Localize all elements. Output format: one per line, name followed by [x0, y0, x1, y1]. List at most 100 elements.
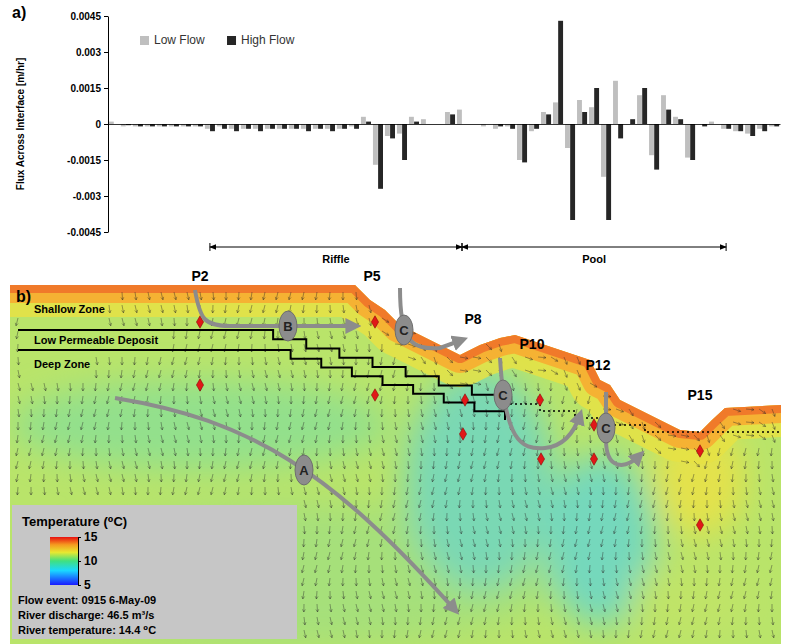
- flow-path-arrow: [500, 358, 580, 448]
- bar: [678, 119, 683, 124]
- bar: [457, 110, 462, 124]
- colorbar-tick-label: 15: [84, 530, 98, 544]
- panel-b: ABCCCb)Shallow ZoneLow Permeable Deposit…: [10, 268, 781, 644]
- bar: [385, 124, 390, 136]
- piezometer-markers: [196, 316, 703, 531]
- annotation-label: Riffle: [322, 253, 350, 265]
- bar: [529, 124, 534, 131]
- y-tick-mark: [104, 52, 108, 53]
- colorbar-tick: 10: [78, 554, 98, 568]
- bar: [685, 124, 690, 158]
- y-tick-mark: [104, 232, 108, 233]
- bar: [234, 124, 239, 131]
- piezometer-label: P5: [363, 268, 380, 284]
- piezometer-label: P2: [191, 268, 208, 284]
- flow-path-badge: [395, 315, 413, 345]
- piezometer-marker: [536, 394, 543, 406]
- legend-label: Low Flow: [154, 33, 205, 47]
- bar: [745, 124, 750, 134]
- bar: [558, 21, 563, 124]
- colorbar-tick: 15: [78, 530, 98, 544]
- layer-lines: [18, 330, 781, 432]
- bar: [450, 114, 455, 124]
- bar: [366, 122, 371, 124]
- y-axis-title: Flux Across Interface [m/hr]: [15, 58, 26, 190]
- y-tick: -0.0015: [67, 155, 108, 166]
- piezometer-label: P15: [688, 387, 713, 403]
- bar: [582, 112, 587, 124]
- bar: [517, 124, 522, 160]
- colorbar-tick-mark: [78, 537, 81, 538]
- bar: [649, 124, 654, 155]
- colorbar-tick-label: 5: [84, 578, 91, 592]
- annotation-label: Pool: [582, 253, 606, 265]
- figure-svg: -0.0045-0.003-0.001500.00150.0030.0045Fl…: [0, 0, 791, 644]
- bar: [666, 110, 671, 124]
- zone-label: Deep Zone: [34, 358, 90, 370]
- panel-label: a): [12, 4, 26, 21]
- bar: [409, 117, 414, 124]
- flow-path-arrow: [195, 290, 355, 326]
- bar: [570, 124, 575, 220]
- bar: [618, 124, 623, 138]
- flow-path-label: C: [399, 323, 409, 338]
- bar: [445, 112, 450, 124]
- y-tick-mark: [104, 196, 108, 197]
- bar: [654, 124, 659, 170]
- layer-line: [18, 350, 505, 420]
- warm-band: [10, 285, 781, 432]
- bar-series: [109, 81, 774, 177]
- bar: [642, 88, 647, 124]
- zone-label: Low Permeable Deposit: [34, 334, 158, 346]
- y-tick: 0.0015: [70, 83, 108, 94]
- piezometer-label: P10: [520, 336, 545, 352]
- y-tick-mark: [104, 16, 108, 17]
- bar: [378, 124, 383, 189]
- bar-series: [126, 21, 779, 220]
- colorbar-tick-mark: [78, 561, 81, 562]
- layer-line-dotted: [505, 404, 781, 432]
- piezometer-marker: [371, 389, 378, 401]
- temperature-field: [10, 285, 781, 644]
- zone-label: Shallow Zone: [34, 303, 105, 315]
- annotation-end: [462, 243, 463, 251]
- legend-swatch: [140, 36, 149, 45]
- field-base: [10, 285, 781, 644]
- bar: [738, 124, 743, 131]
- y-tick-label: -0.003: [73, 191, 102, 202]
- bar: [709, 122, 714, 124]
- flow-path-label: C: [601, 421, 611, 436]
- piezometer-marker: [590, 453, 597, 465]
- bar: [762, 124, 767, 131]
- y-tick: 0: [95, 119, 108, 130]
- piezometer-marker: [371, 316, 378, 328]
- y-tick-label: -0.0045: [67, 227, 101, 238]
- bar: [522, 124, 527, 162]
- field-zone: [405, 370, 555, 590]
- colorbar: [50, 537, 78, 585]
- colorbar-tick-mark: [78, 585, 81, 586]
- legend: Low FlowHigh Flow: [140, 33, 295, 47]
- bar: [601, 124, 606, 177]
- colorbar-axis: 5 10 15: [78, 530, 98, 592]
- bar: [361, 117, 366, 124]
- panel-a: -0.0045-0.003-0.001500.00150.0030.0045Fl…: [12, 4, 781, 265]
- legend-swatch: [227, 36, 236, 45]
- bar: [637, 95, 642, 124]
- bar: [577, 100, 582, 124]
- y-axis: -0.0045-0.003-0.001500.00150.0030.0045: [67, 11, 108, 238]
- bar: [606, 124, 611, 220]
- bar: [594, 88, 599, 124]
- bar: [546, 114, 551, 124]
- bar: [109, 122, 114, 124]
- bar: [589, 107, 594, 124]
- bar: [541, 112, 546, 124]
- bar: [373, 124, 378, 165]
- panel-b-texts: b)Shallow ZoneLow Permeable DepositDeep …: [16, 268, 713, 403]
- y-tick: 0.003: [76, 47, 108, 58]
- flow-path-label: C: [498, 388, 508, 403]
- info-text: River temperature: 14.4 ⁰C: [18, 624, 156, 636]
- bar: [630, 119, 635, 124]
- bar: [210, 124, 215, 131]
- bar: [421, 119, 426, 124]
